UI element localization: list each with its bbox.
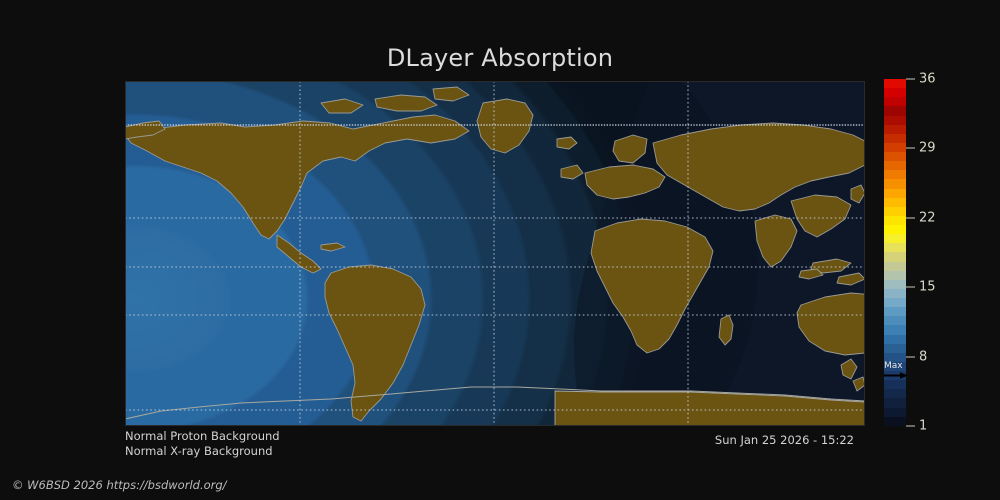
colorbar-band [884, 161, 906, 171]
colorbar-band [884, 179, 906, 189]
proton-background-status: Normal Proton Background [125, 429, 280, 443]
timestamp: Sun Jan 25 2026 - 15:22 [714, 433, 854, 447]
colorbar-tick-label: 15 [919, 279, 936, 295]
colorbar-band [884, 298, 906, 308]
colorbar-tick-label: 36 [919, 71, 936, 87]
colorbar-band [884, 115, 906, 125]
colorbar-band [884, 170, 906, 180]
landmass-layer [125, 86, 865, 422]
colorbar-tick-list: 1 8 15 22 29 36 [906, 73, 976, 433]
max-marker-label: Max [884, 361, 903, 372]
colorbar-band [884, 389, 906, 399]
colorbar-tick: 22 [906, 211, 936, 224]
colorbar-band [884, 325, 906, 335]
colorbar-band [884, 197, 906, 207]
colorbar-tick: 8 [906, 350, 927, 363]
colorbar-band [884, 142, 906, 152]
map-border [125, 81, 865, 426]
colorbar-tick: 15 [906, 281, 936, 294]
colorbar-tick-label: 8 [919, 349, 928, 365]
colorbar-band [884, 416, 906, 426]
colorbar-band [884, 188, 906, 198]
colorbar-tick-mark [906, 425, 915, 427]
colorbar-band [884, 206, 906, 216]
colorbar-band [884, 334, 906, 344]
colorbar-band [884, 261, 906, 271]
colorbar-band [884, 79, 906, 89]
colorbar-band [884, 234, 906, 244]
colorbar-tick-mark [906, 147, 915, 149]
colorbar-band [884, 352, 906, 362]
max-absorption-marker: Max [884, 361, 910, 380]
colorbar-tick-mark [906, 356, 915, 358]
xray-background-status: Normal X-ray Background [125, 444, 273, 458]
colorbar-band [884, 398, 906, 408]
colorbar-band [884, 124, 906, 134]
map-canvas [125, 81, 865, 426]
space-weather-status: Normal Proton Background Normal X-ray Ba… [125, 429, 280, 459]
max-marker-arrow-icon [884, 372, 908, 380]
colorbar-band [884, 279, 906, 289]
colorbar-band [884, 88, 906, 98]
colorbar-tick-mark [906, 217, 915, 219]
colorbar-band [884, 407, 906, 417]
graticule-layer [125, 81, 865, 426]
colorbar-band [884, 307, 906, 317]
colorbar-tick-mark [906, 78, 915, 80]
page-title: DLayer Absorption [386, 44, 614, 72]
colorbar-tick-label: 1 [919, 418, 928, 434]
colorbar-band [884, 252, 906, 262]
colorbar-tick: 36 [906, 73, 936, 86]
colorbar-band [884, 133, 906, 143]
colorbar-tick-mark [906, 286, 915, 288]
colorbar-tick: 1 [906, 420, 927, 433]
colorbar-tick: 29 [906, 142, 936, 155]
colorbar-band [884, 152, 906, 162]
colorbar-band [884, 225, 906, 235]
colorbar-tick-label: 29 [919, 140, 936, 156]
colorbar-band [884, 270, 906, 280]
colorbar-band [884, 243, 906, 253]
colorbar-tick-label: 22 [919, 210, 936, 226]
colorbar-band [884, 361, 906, 371]
colorbar-band [884, 106, 906, 116]
antarctica-land [554, 390, 865, 426]
colorbar-band [884, 97, 906, 107]
world-map[interactable] [125, 81, 865, 426]
colorbar-band [884, 288, 906, 298]
colorbar-band [884, 215, 906, 225]
antarctica-coastline [125, 386, 865, 426]
copyright-notice: © W6BSD 2026 https://bsdworld.org/ [12, 478, 227, 492]
colorbar-band [884, 316, 906, 326]
colorbar-band [884, 343, 906, 353]
colorbar-band [884, 380, 906, 390]
